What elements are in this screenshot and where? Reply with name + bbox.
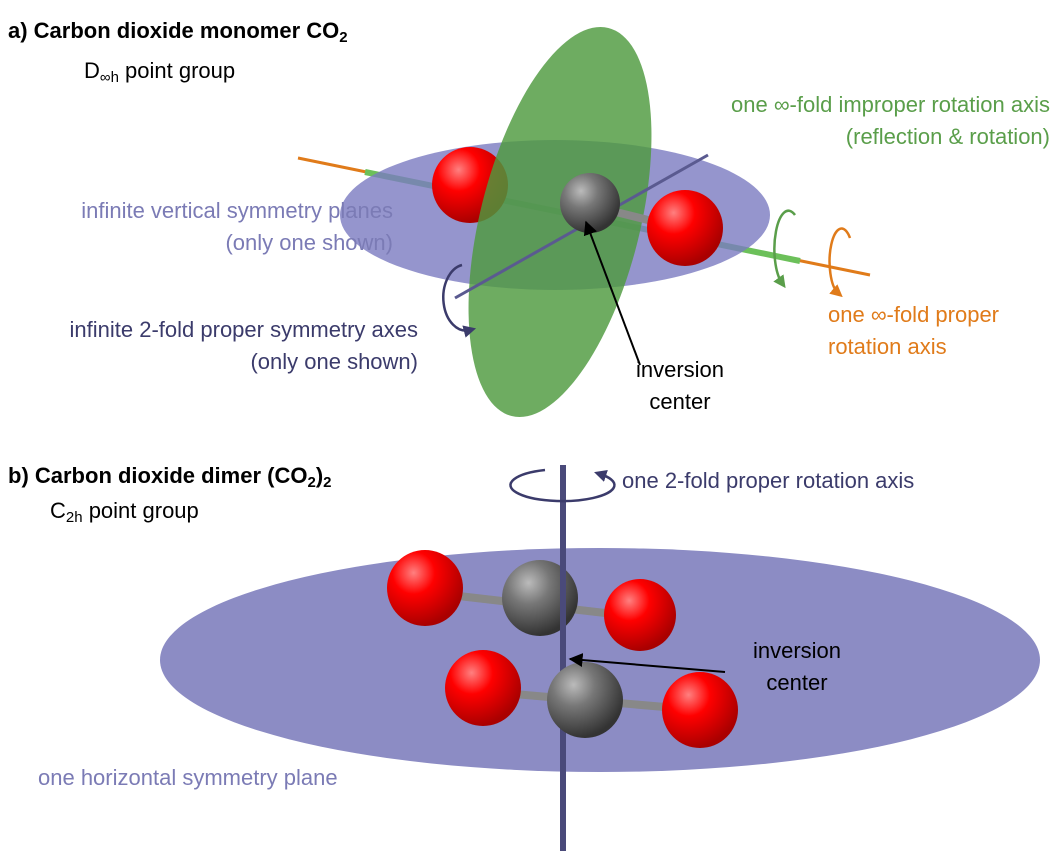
label: one horizontal symmetry plane — [38, 765, 338, 790]
label: one ∞-fold proper — [828, 302, 999, 327]
label: infinite vertical symmetry planes — [81, 198, 393, 223]
label: (only one shown) — [250, 349, 418, 374]
panel-b-shapes — [160, 465, 1040, 851]
panel-title: a) Carbon dioxide monomer CO2 — [8, 18, 348, 46]
label: infinite 2-fold proper symmetry axes — [70, 317, 418, 342]
label: inversion — [753, 638, 841, 663]
label: rotation axis — [828, 334, 947, 359]
text-part: ) — [316, 463, 323, 488]
subscript: 2 — [307, 474, 315, 491]
panel-a-shapes — [297, 26, 871, 418]
text-part: point group — [119, 58, 235, 83]
text-part: C — [50, 498, 66, 523]
subscript: ∞h — [100, 69, 119, 86]
text-part: a) Carbon dioxide monomer CO — [8, 18, 339, 43]
label: (reflection & rotation) — [846, 124, 1050, 149]
subscript: 2h — [66, 509, 83, 526]
label: center — [766, 670, 827, 695]
point-group: D∞h point group — [84, 58, 235, 86]
text-part: b) Carbon dioxide dimer (CO — [8, 463, 307, 488]
subscript: 2 — [339, 29, 347, 46]
text-part: point group — [83, 498, 199, 523]
label: one ∞-fold improper rotation axis — [731, 92, 1050, 117]
label: (only one shown) — [225, 230, 393, 255]
label: inversion — [636, 357, 724, 382]
text-part: D — [84, 58, 100, 83]
label: center — [649, 389, 710, 414]
label: one 2-fold proper rotation axis — [622, 468, 914, 493]
subscript: 2 — [323, 474, 331, 491]
point-group: C2h point group — [50, 498, 199, 526]
panel-title: b) Carbon dioxide dimer (CO2)2 — [8, 463, 331, 491]
